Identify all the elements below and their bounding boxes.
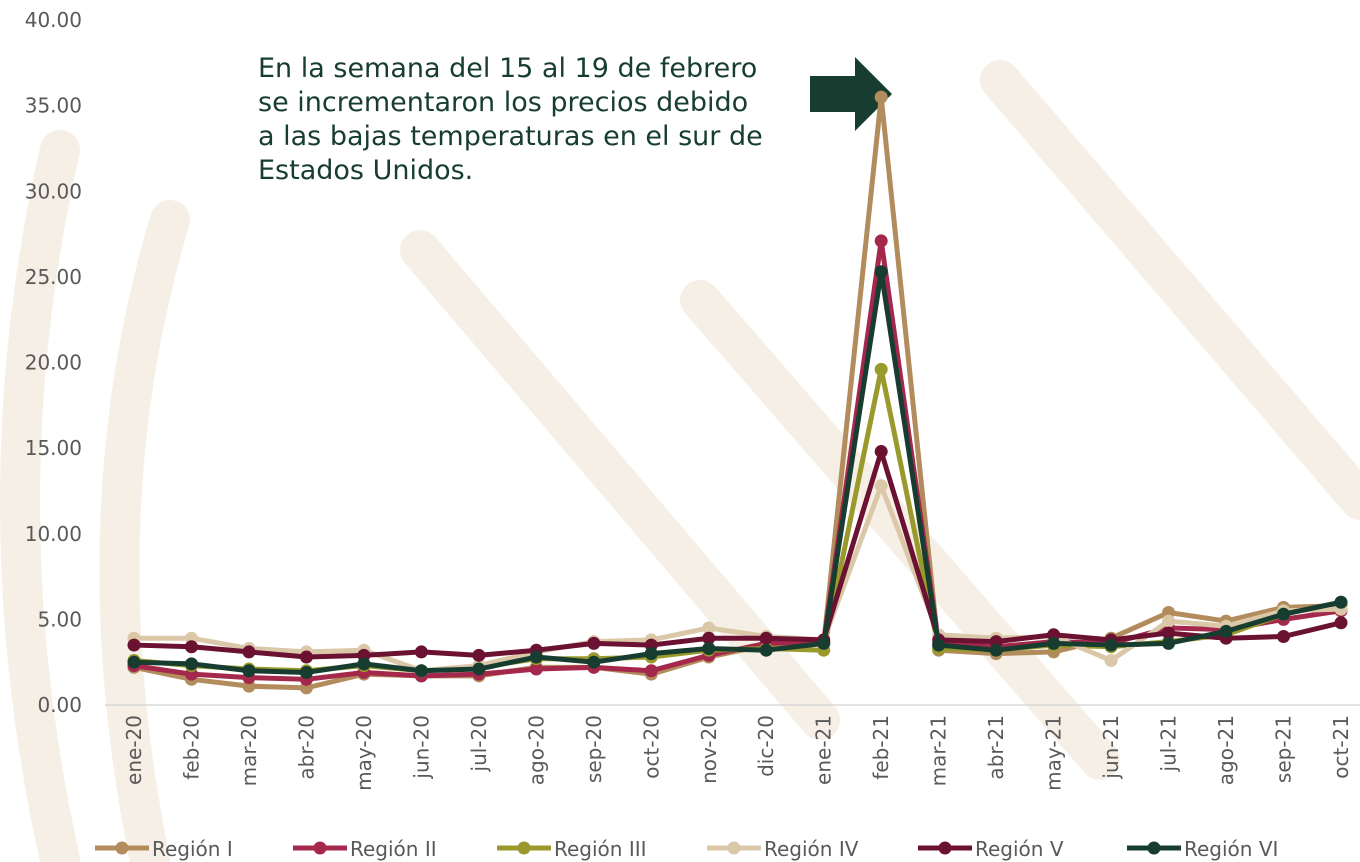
y-tick-label: 15.00	[25, 436, 82, 460]
data-point	[128, 656, 141, 669]
x-tick-label: jul-20	[467, 715, 491, 772]
x-tick-label: oct-21	[1329, 715, 1353, 779]
x-tick-label: abr-20	[294, 715, 318, 780]
x-tick-label: mar-21	[927, 715, 951, 786]
y-tick-label: 10.00	[25, 522, 82, 546]
data-point	[1335, 616, 1348, 629]
x-tick-label: may-20	[352, 715, 376, 791]
x-tick-label: ene-20	[122, 715, 146, 785]
x-tick-label: nov-20	[697, 715, 721, 784]
legend-swatch	[939, 842, 952, 855]
x-tick-label: feb-20	[179, 715, 203, 780]
annotation: se incrementaron los precios debido	[258, 87, 748, 118]
x-tick-label: may-21	[1042, 715, 1066, 791]
legend-label: Región VI	[1184, 837, 1278, 861]
data-point	[357, 657, 370, 670]
x-tick-label: feb-21	[869, 715, 893, 780]
x-tick-label: mar-20	[237, 715, 261, 786]
data-point	[1277, 630, 1290, 643]
data-point	[875, 265, 888, 278]
legend-label: Región IV	[764, 837, 859, 861]
data-point	[300, 666, 313, 679]
data-point	[242, 664, 255, 677]
data-point	[817, 637, 830, 650]
data-point	[875, 234, 888, 247]
data-point	[702, 642, 715, 655]
data-point	[1105, 654, 1118, 667]
legend-swatch	[314, 842, 327, 855]
y-tick-label: 0.00	[37, 693, 82, 717]
x-tick-label: ene-21	[812, 715, 836, 785]
data-point	[875, 91, 888, 104]
data-point	[1162, 615, 1175, 628]
data-point	[472, 663, 485, 676]
data-point	[932, 639, 945, 652]
legend-swatch	[1148, 842, 1161, 855]
data-point	[185, 657, 198, 670]
data-point	[415, 664, 428, 677]
data-point	[1105, 639, 1118, 652]
data-point	[645, 664, 658, 677]
data-point	[128, 639, 141, 652]
x-tick-label: jun-21	[1099, 715, 1123, 780]
annotation: a las bajas temperaturas en el sur de	[258, 121, 763, 152]
data-point	[875, 363, 888, 376]
data-point	[185, 640, 198, 653]
x-tick-label: abr-21	[984, 715, 1008, 780]
data-point	[1277, 608, 1290, 621]
x-tick-label: ago-21	[1214, 715, 1238, 785]
data-point	[300, 651, 313, 664]
legend-label: Región V	[975, 837, 1064, 861]
data-point	[1220, 625, 1233, 638]
x-tick-label: jul-21	[1157, 715, 1181, 772]
annotation: En la semana del 15 al 19 de febrero	[258, 53, 757, 84]
data-point	[990, 644, 1003, 657]
data-point	[472, 649, 485, 662]
data-point	[875, 445, 888, 458]
data-point	[415, 645, 428, 658]
x-tick-label: sep-20	[582, 715, 606, 783]
data-point	[760, 632, 773, 645]
data-point	[242, 645, 255, 658]
data-point	[530, 651, 543, 664]
y-tick-label: 5.00	[37, 607, 82, 631]
legend-swatch	[728, 842, 741, 855]
data-point	[645, 647, 658, 660]
data-point	[1162, 637, 1175, 650]
data-point	[875, 479, 888, 492]
annotation: Estados Unidos.	[258, 155, 473, 186]
y-tick-label: 25.00	[25, 265, 82, 289]
y-tick-label: 40.00	[25, 8, 82, 32]
y-tick-label: 35.00	[25, 94, 82, 118]
x-tick-label: dic-20	[754, 715, 778, 777]
data-point	[587, 637, 600, 650]
y-tick-label: 20.00	[25, 351, 82, 375]
legend-label: Región III	[554, 837, 647, 861]
x-tick-label: sep-21	[1272, 715, 1296, 783]
x-tick-label: ago-20	[524, 715, 548, 785]
data-point	[1047, 637, 1060, 650]
x-tick-label: jun-20	[409, 715, 433, 780]
legend-swatch	[116, 842, 129, 855]
chart: En la semana del 15 al 19 de febrero se …	[0, 0, 1360, 862]
data-point	[760, 644, 773, 657]
y-tick-label: 30.00	[25, 179, 82, 203]
data-point	[1335, 596, 1348, 609]
legend-label: Región I	[152, 837, 233, 861]
legend-swatch	[518, 842, 531, 855]
legend-label: Región II	[350, 837, 437, 861]
data-point	[587, 656, 600, 669]
x-tick-label: oct-20	[639, 715, 663, 779]
